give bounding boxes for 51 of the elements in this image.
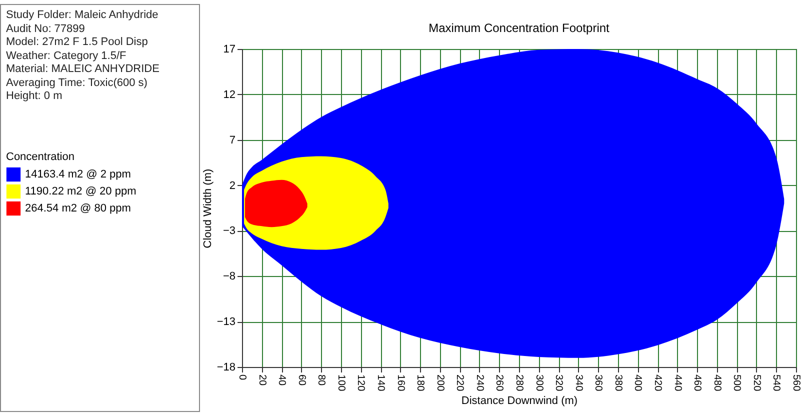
x-tick-label: 300	[533, 374, 544, 392]
x-tick-label: 560	[790, 374, 802, 392]
x-tick-label: 100	[335, 374, 346, 392]
x-tick-label: 80	[316, 374, 327, 386]
x-tick-label: 240	[474, 374, 485, 392]
y-tick-label: 7	[229, 134, 236, 146]
x-tick-label: 320	[553, 374, 564, 392]
chart-title: Maximum Concentration Footprint	[428, 21, 610, 35]
x-tick-label: 420	[652, 374, 663, 392]
x-tick-label: 260	[494, 374, 505, 392]
x-tick-label: 440	[672, 374, 683, 392]
legend-label: 264.54 m2 @ 80 ppm	[25, 202, 131, 214]
x-tick-label: 360	[592, 374, 604, 392]
x-tick-label: 280	[514, 374, 524, 392]
text: Weather: Category 1.5/F	[6, 50, 128, 63]
x-tick-label: 380	[612, 374, 624, 392]
x-tick-label: 40	[276, 374, 288, 386]
text: Study Folder: Maleic Anhydride	[6, 9, 160, 22]
x-tick-label: 140	[375, 374, 386, 392]
x-tick-label: 120	[355, 374, 366, 392]
y-tick-label: 12	[223, 88, 236, 101]
y-tick-label: −13	[216, 316, 236, 328]
x-tick-label: 540	[770, 374, 782, 392]
text: Material: MALEIC ANHYDRIDE	[6, 63, 160, 76]
x-tick-label: 500	[731, 374, 742, 392]
y-tick-label: −3	[222, 225, 236, 238]
y-axis-title: Cloud Width (m)	[202, 168, 214, 248]
x-tick-label: 460	[692, 374, 703, 392]
text: Height: 0 m	[6, 90, 64, 104]
x-tick-label: 200	[434, 374, 446, 392]
legend-label: 1190.22 m2 @ 20 ppm	[25, 186, 136, 198]
x-tick-label: 480	[711, 374, 722, 392]
y-tick-label: −8	[222, 270, 236, 283]
x-tick-label: 220	[454, 374, 466, 392]
x-tick-label: 60	[296, 374, 307, 386]
x-tick-label: 400	[632, 374, 644, 392]
x-tick-label: 160	[394, 374, 406, 392]
x-tick-label: 0	[236, 374, 248, 380]
legend-label: 14163.4 m2 @ 2 ppm	[25, 168, 131, 180]
y-tick-label: −18	[216, 362, 236, 374]
x-axis-title: Distance Downwind (m)	[461, 395, 578, 408]
y-tick-label: 17	[223, 44, 236, 56]
text: Model: 27m2 F 1.5 Pool Disp	[6, 36, 149, 50]
text: Audit No: 77899	[6, 22, 86, 36]
legend-title: Concentration	[6, 151, 74, 163]
x-tick-label: 20	[256, 374, 268, 386]
x-tick-label: 180	[414, 374, 426, 392]
x-tick-label: 520	[750, 374, 762, 392]
text: Averaging Time: Toxic(600 s)	[6, 76, 148, 90]
y-tick-label: 2	[229, 180, 236, 192]
x-tick-label: 340	[572, 374, 584, 392]
